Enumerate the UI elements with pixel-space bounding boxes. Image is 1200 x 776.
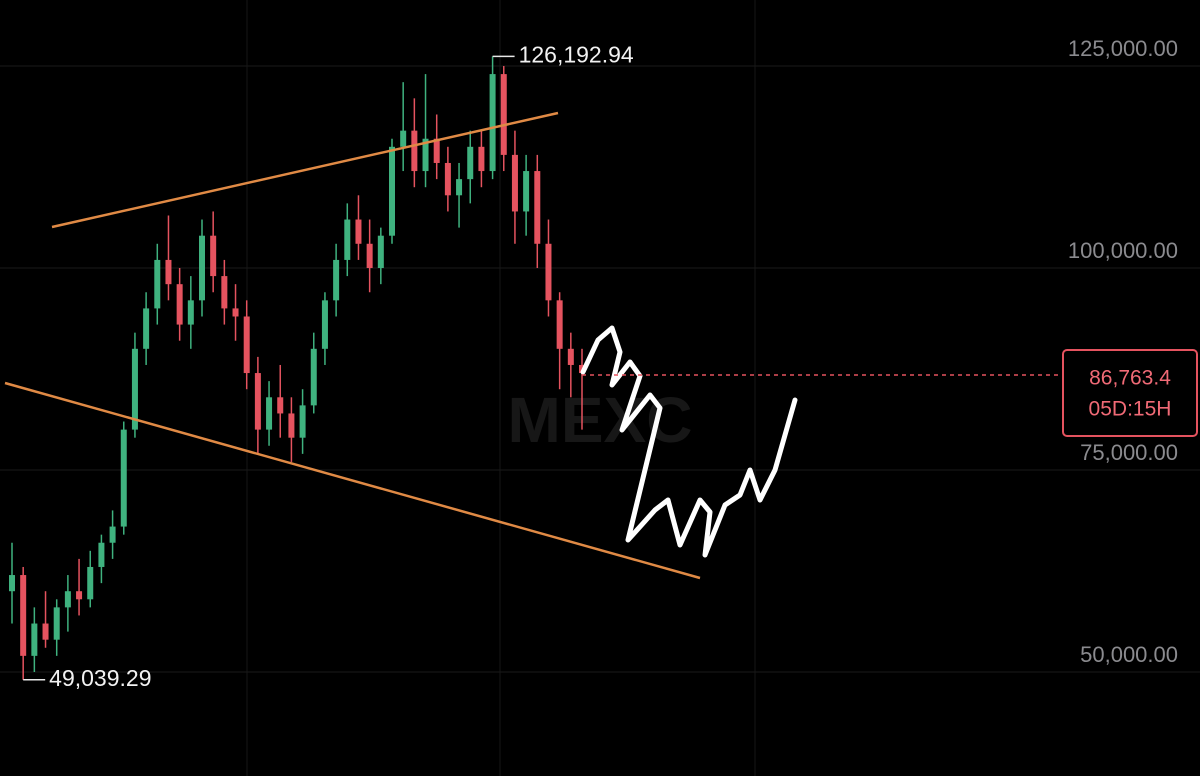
candle-body [523, 171, 530, 212]
candle-body [511, 154, 518, 212]
candle-body [377, 235, 384, 269]
candle-body [42, 623, 49, 640]
y-tick-label: 125,000.00 [1068, 36, 1178, 61]
candle-body [489, 74, 496, 172]
candle-body [321, 300, 328, 349]
candle-body [500, 74, 507, 155]
watermark: MEXC [508, 384, 693, 456]
candle-body [31, 623, 38, 656]
candle-body [389, 146, 395, 236]
candle-body [131, 348, 138, 430]
countdown: 05D:15H [1089, 398, 1172, 421]
candle-body [221, 276, 228, 309]
last-price-label: 86,763.4 [1089, 367, 1171, 390]
candles [9, 56, 585, 680]
y-tick-label: 100,000.00 [1068, 238, 1178, 263]
candle-body [456, 179, 463, 196]
candle-body [154, 259, 161, 309]
candle-body [64, 591, 71, 608]
candle-body [400, 130, 407, 147]
candle-body [9, 575, 15, 592]
drawn-path [580, 325, 798, 558]
candle-body [567, 348, 574, 365]
candle-body [165, 259, 172, 285]
price-box [1062, 349, 1198, 437]
candle-body [187, 300, 194, 325]
annotation-label: 49,039.29 [49, 665, 151, 691]
trend-line [4, 381, 701, 580]
candle-body [411, 130, 418, 172]
candle-body [199, 235, 205, 301]
candle-body [545, 243, 552, 301]
candle-body [444, 162, 451, 196]
candle-body [556, 300, 563, 349]
candle-body [120, 429, 127, 527]
candle-body [288, 413, 295, 438]
candle-body [299, 405, 306, 438]
annotation-label: 126,192.94 [519, 41, 634, 67]
candle-body [176, 284, 183, 325]
candle-body [20, 575, 27, 656]
candle-body [344, 219, 351, 260]
candle-body [87, 566, 94, 600]
candle-body [210, 235, 217, 277]
candle-body [422, 138, 429, 172]
candle-body [355, 219, 362, 244]
candle-body [534, 171, 541, 244]
y-tick-label: 50,000.00 [1080, 642, 1178, 667]
candle-body [333, 259, 340, 301]
candle-body [109, 526, 116, 543]
y-tick-label: 75,000.00 [1080, 440, 1178, 465]
candle-body [277, 397, 284, 414]
overlay: 125,000.00 100,000.00 75,000.00 50,000.00 12… [23, 36, 1198, 691]
candle-body [467, 146, 474, 180]
candle-body [98, 542, 105, 567]
candle-body [478, 146, 485, 172]
candle-body [266, 397, 273, 430]
candle-body [53, 607, 60, 640]
grid [0, 65, 1200, 673]
candle-body [143, 308, 150, 349]
candle-body [433, 138, 440, 163]
candle-body [76, 591, 83, 600]
candle-body [310, 348, 317, 406]
trend-line [51, 111, 559, 229]
candle-body [243, 316, 250, 374]
candle-body [366, 243, 373, 269]
candle-body [232, 308, 239, 317]
candle-body [254, 373, 261, 430]
